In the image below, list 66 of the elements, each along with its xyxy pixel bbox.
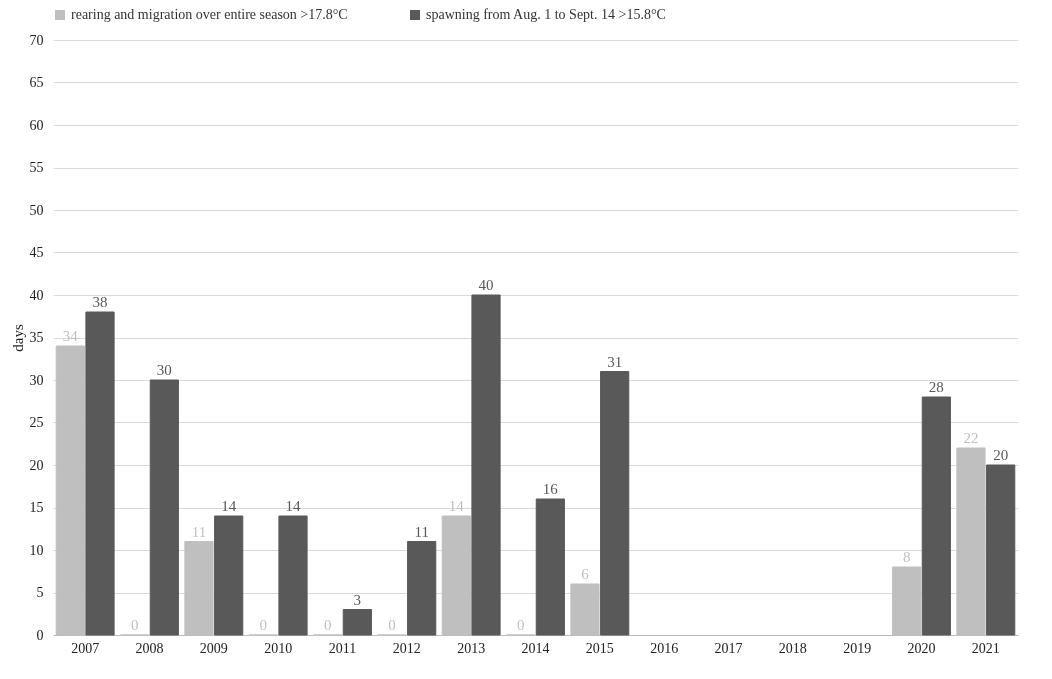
data-label: 14 — [448, 498, 465, 514]
x-tick-label: 2019 — [843, 640, 872, 656]
data-label: 34 — [62, 328, 79, 344]
data-label: 6 — [581, 566, 590, 582]
data-label: 0 — [516, 617, 525, 633]
y-tick-label: 5 — [36, 585, 44, 600]
x-tick-label: 2021 — [971, 640, 1000, 656]
bar — [471, 294, 501, 636]
data-label: 0 — [388, 617, 396, 633]
x-tick-label: 2007 — [71, 640, 100, 656]
x-tick-label: 2017 — [714, 640, 743, 656]
data-label: 8 — [902, 549, 911, 565]
y-tick-label: 20 — [29, 457, 44, 473]
y-tick-label: 25 — [29, 415, 44, 430]
data-label: 30 — [156, 362, 172, 378]
data-label: 20 — [993, 447, 1009, 463]
x-tick-label: 2008 — [135, 640, 164, 656]
bar — [535, 498, 565, 636]
x-tick-label: 2020 — [907, 640, 936, 656]
legend-label: spawning from Aug. 1 to Sept. 14 >15.8°C — [426, 7, 666, 22]
bar — [600, 371, 630, 636]
x-tick-label: 2010 — [264, 640, 293, 656]
data-label: 14 — [285, 498, 302, 514]
y-tick-label: 15 — [29, 500, 44, 515]
y-tick-label: 40 — [29, 287, 44, 303]
legend-label: rearing and migration over entire season >17.8°C — [71, 7, 348, 22]
bar — [342, 609, 372, 636]
x-tick-label: 2012 — [392, 640, 421, 656]
bar — [921, 396, 951, 636]
bar — [986, 464, 1016, 636]
y-tick-label: 55 — [29, 160, 44, 175]
y-axis-title: days — [9, 324, 26, 352]
bar — [278, 515, 308, 636]
data-label: 0 — [130, 617, 139, 633]
data-label: 11 — [414, 523, 429, 540]
y-tick-label: 10 — [29, 542, 44, 558]
bar — [85, 311, 115, 636]
bar — [407, 541, 437, 636]
data-label: 3 — [353, 591, 362, 608]
data-label: 16 — [542, 481, 559, 497]
y-tick-label: 50 — [29, 202, 44, 218]
data-label: 38 — [92, 294, 108, 310]
data-label: 22 — [963, 430, 979, 446]
x-tick-label: 2013 — [457, 640, 486, 656]
data-label: 0 — [323, 617, 332, 633]
y-tick-label: 45 — [29, 245, 44, 260]
x-tick-label: 2016 — [650, 640, 679, 656]
x-tick-label: 2011 — [328, 640, 357, 656]
data-label: 11 — [191, 523, 207, 540]
y-tick-label: 0 — [36, 627, 44, 643]
y-tick-label: 60 — [29, 117, 44, 133]
x-tick-label: 2009 — [199, 640, 228, 656]
y-tick-label: 65 — [29, 75, 44, 90]
x-tick-label: 2015 — [585, 640, 614, 656]
data-label: 14 — [221, 498, 237, 514]
y-tick-label: 30 — [29, 372, 44, 388]
bar — [214, 515, 244, 636]
data-label: 31 — [607, 353, 623, 370]
data-label: 40 — [478, 277, 494, 293]
data-label: 28 — [928, 379, 944, 395]
data-label: 0 — [259, 617, 268, 633]
x-tick-label: 2014 — [521, 640, 550, 656]
bar — [149, 379, 179, 636]
y-tick-label: 70 — [29, 32, 44, 48]
x-tick-label: 2018 — [778, 640, 807, 656]
y-tick-label: 35 — [29, 330, 44, 345]
